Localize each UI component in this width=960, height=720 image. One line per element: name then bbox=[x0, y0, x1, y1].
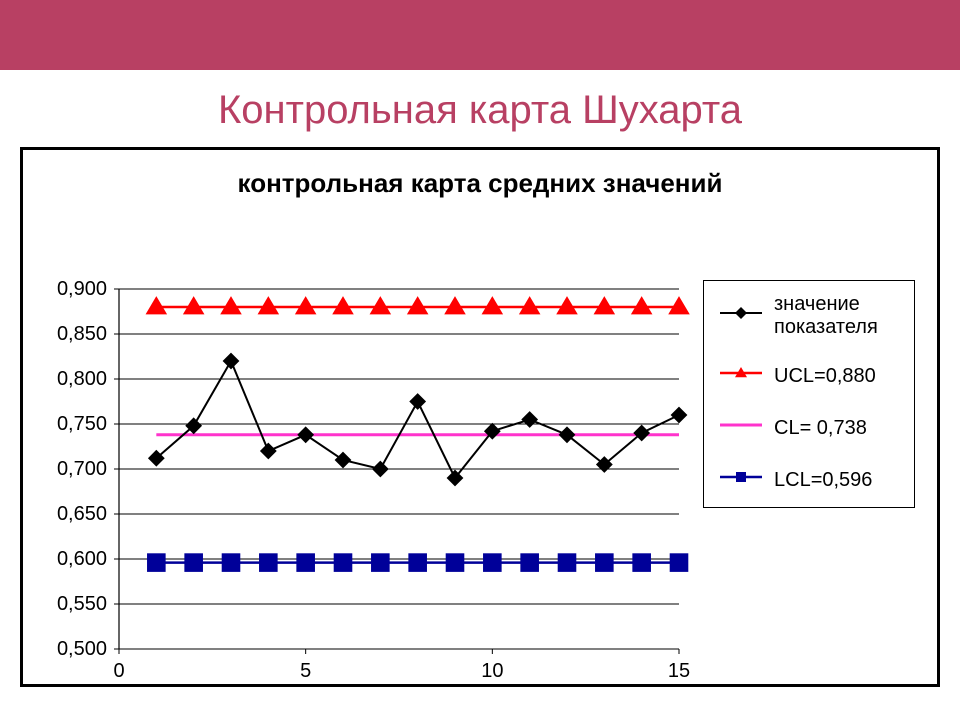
chart-title: контрольная карта средних значений bbox=[23, 168, 937, 199]
legend-label-ucl: UCL=0,880 bbox=[774, 365, 876, 388]
svg-text:0,900: 0,900 bbox=[57, 278, 107, 300]
slide-title: Контрольная карта Шухарта bbox=[0, 88, 960, 133]
legend-item-cl: CL= 0,738 bbox=[718, 413, 900, 443]
chart-container: контрольная карта средних значений 0,500… bbox=[20, 147, 940, 687]
legend-item-ucl: UCL=0,880 bbox=[718, 361, 900, 391]
top-banner bbox=[0, 0, 960, 70]
legend-item-lcl: LCL=0,596 bbox=[718, 465, 900, 495]
legend-swatch-value bbox=[718, 301, 764, 331]
svg-text:0,800: 0,800 bbox=[57, 368, 107, 390]
svg-text:5: 5 bbox=[300, 660, 311, 682]
svg-text:0,750: 0,750 bbox=[57, 413, 107, 435]
svg-text:10: 10 bbox=[481, 660, 503, 682]
legend-swatch-cl bbox=[718, 413, 764, 443]
svg-text:0,550: 0,550 bbox=[57, 593, 107, 615]
svg-text:0,650: 0,650 bbox=[57, 503, 107, 525]
svg-text:0,500: 0,500 bbox=[57, 638, 107, 660]
svg-text:0,700: 0,700 bbox=[57, 458, 107, 480]
legend-swatch-ucl bbox=[718, 361, 764, 391]
svg-text:15: 15 bbox=[668, 660, 690, 682]
svg-text:0,600: 0,600 bbox=[57, 548, 107, 570]
legend-label-cl: CL= 0,738 bbox=[774, 417, 867, 440]
legend-item-value: значение показателя bbox=[718, 293, 900, 339]
chart-legend: значение показателя UCL=0,880 CL= 0,738 LCL… bbox=[703, 280, 915, 508]
legend-label-lcl: LCL=0,596 bbox=[774, 469, 872, 492]
svg-text:0: 0 bbox=[113, 660, 124, 682]
legend-label-value: значение показателя bbox=[774, 293, 900, 339]
svg-text:0,850: 0,850 bbox=[57, 323, 107, 345]
legend-swatch-lcl bbox=[718, 465, 764, 495]
